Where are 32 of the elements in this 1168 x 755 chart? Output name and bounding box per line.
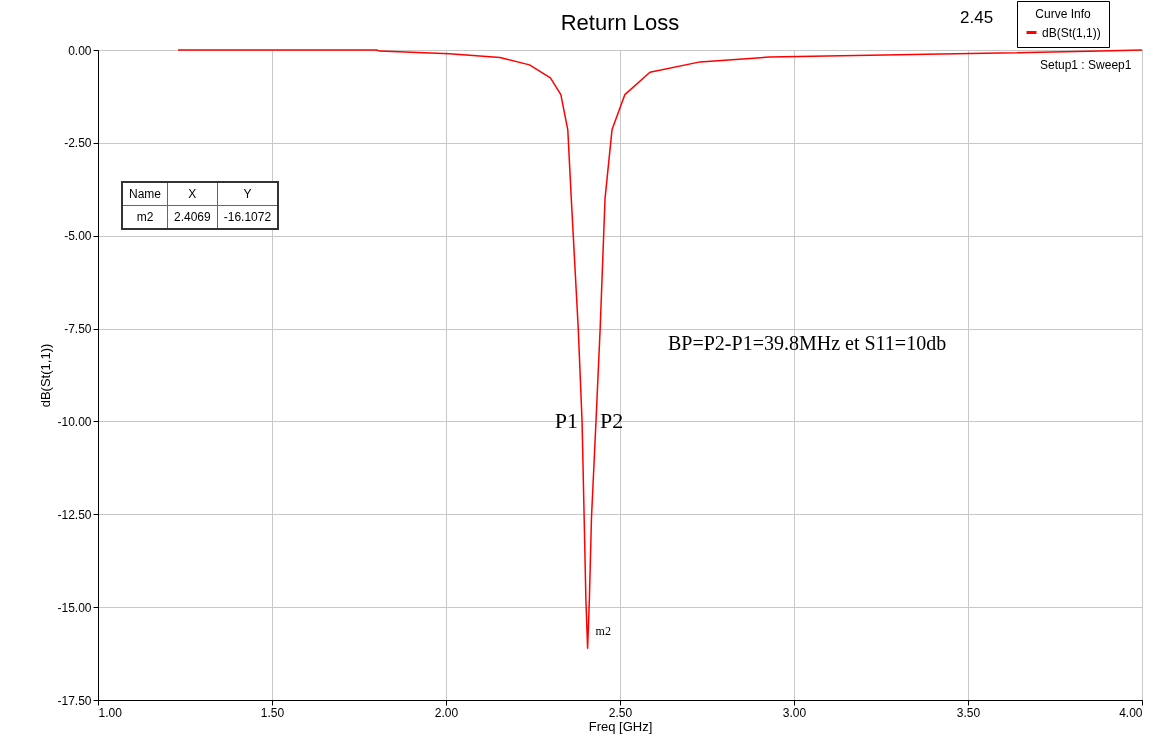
x-axis-title: Freq [GHz] <box>588 718 653 734</box>
x-tick-label: 3.00 <box>782 705 807 720</box>
legend-title: Curve Info <box>1035 7 1092 21</box>
legend-label: dB(St(1,1)) <box>1042 25 1101 40</box>
y-tick-label: -12.50 <box>57 507 92 522</box>
x-tick-label: 3.50 <box>956 705 981 720</box>
x-tick-label: 1.50 <box>260 705 285 720</box>
text: 2.45 <box>960 8 994 28</box>
annotation: 2.4069 <box>167 205 218 229</box>
x-tick-label: 2.00 <box>434 705 459 720</box>
annotation: BP=P2-P1=39.8MHz et S11=10db <box>668 332 947 355</box>
y-axis-title: dB(St(1,1)) <box>38 343 54 408</box>
x-tick-label: 4.00 <box>1119 705 1143 720</box>
y-tick-label: -7.50 <box>64 322 92 337</box>
y-tick-label: -17.50 <box>57 693 92 708</box>
x-tick-label: 1.00 <box>98 705 123 720</box>
annotation: Y <box>217 182 279 206</box>
annotation: m2 <box>122 205 168 229</box>
y-tick-label: -2.50 <box>64 136 92 151</box>
y-tick-label: -5.00 <box>64 229 92 244</box>
annotation: X <box>167 182 218 206</box>
y-tick-label: -15.00 <box>57 600 92 615</box>
x-tick-label: 2.50 <box>608 705 633 720</box>
annotation: P1 <box>554 408 579 434</box>
y-tick-label: 0.00 <box>68 43 92 58</box>
annotation: -16.1072 <box>217 205 279 229</box>
annotation: P2 <box>599 408 624 434</box>
annotation: m2 <box>595 624 611 639</box>
chart-title: Return Loss <box>560 9 680 35</box>
annotation: Name <box>122 182 168 206</box>
y-tick-label: -10.00 <box>57 414 92 429</box>
annotation: Setup1 : Sweep1 <box>1040 58 1132 72</box>
